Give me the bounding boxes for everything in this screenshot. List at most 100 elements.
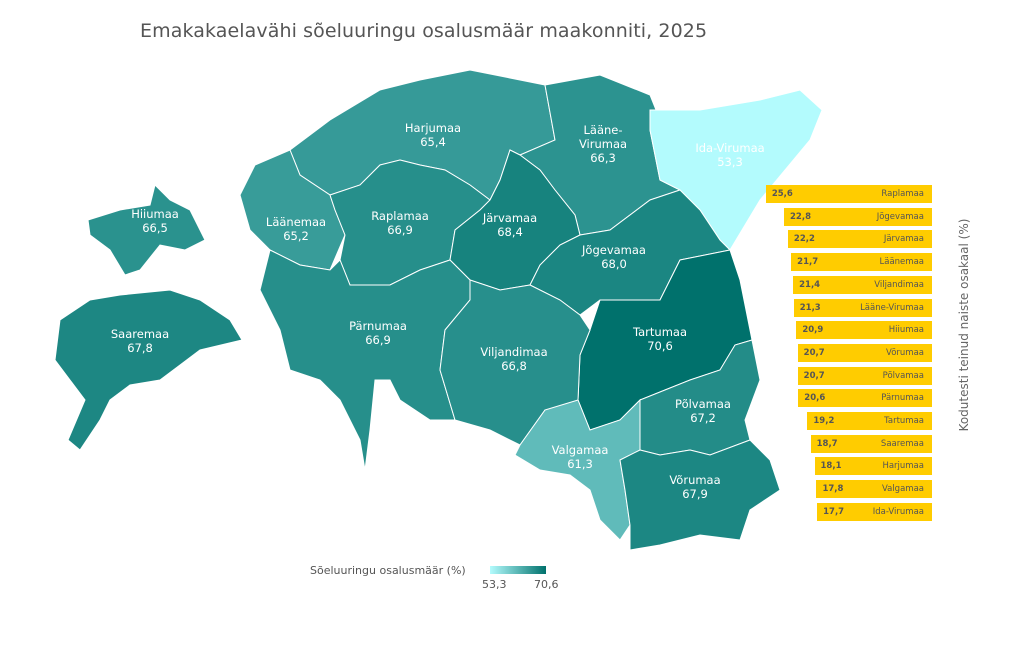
county-name: Põlvamaa xyxy=(675,397,731,411)
county-label: Võrumaa 67,9 xyxy=(669,473,720,501)
county-label: Hiiumaa 66,5 xyxy=(131,207,179,235)
bar: 20,7 Põlvamaa xyxy=(797,366,932,385)
county-value: 65,4 xyxy=(420,135,446,149)
county-name: Harjumaa xyxy=(405,121,461,135)
county-label: Viljandimaa 66,8 xyxy=(480,345,547,373)
county-label: Lääne-Virumaa 66,3 xyxy=(579,123,627,165)
bar-category-label: Järvamaa xyxy=(883,234,924,245)
bar-category-label: Võrumaa xyxy=(886,347,924,358)
bar-category-label: Valgamaa xyxy=(881,484,924,495)
county-label: Raplamaa 66,9 xyxy=(371,209,429,237)
bar: 19,2 Tartumaa xyxy=(807,412,932,430)
county-value: 61,3 xyxy=(567,457,593,471)
county-name: Hiiumaa xyxy=(131,207,179,221)
bar: 18,1 Harjumaa xyxy=(814,457,932,476)
bar: 22,8 Jõgevamaa xyxy=(784,207,932,226)
bar-category-label: Lääne-Virumaa xyxy=(860,302,924,313)
bar-value-label: 20,6 xyxy=(804,393,826,404)
bar-value-label: 22,8 xyxy=(790,211,811,222)
bar-category-label: Hiiumaa xyxy=(888,325,924,336)
county-p-rnumaa[interactable] xyxy=(259,249,471,471)
legend-min: 53,3 xyxy=(482,578,507,591)
bar: 21,4 Viljandimaa xyxy=(793,275,932,294)
county-v-rumaa[interactable] xyxy=(619,439,781,551)
legend-max: 70,6 xyxy=(534,578,559,591)
county-value: 67,8 xyxy=(127,341,153,355)
county-name: Ida-Virumaa xyxy=(695,141,764,155)
county-value: 66,9 xyxy=(365,333,391,347)
county-label: Põlvamaa 67,2 xyxy=(675,397,731,425)
county-value: 66,5 xyxy=(142,221,168,235)
bar-category-label: Raplamaa xyxy=(881,189,924,199)
county-label: Ida-Virumaa 53,3 xyxy=(695,141,764,169)
county-value: 70,6 xyxy=(647,339,673,353)
county-ida-virumaa[interactable] xyxy=(649,89,823,251)
county-name: Raplamaa xyxy=(371,209,429,223)
bar: 25,6 Raplamaa xyxy=(765,185,932,203)
county-hiiumaa[interactable] xyxy=(87,184,206,276)
county-label: Järvamaa 68,4 xyxy=(482,211,537,239)
bar: 21,3 Lääne-Virumaa xyxy=(793,298,932,317)
bar-category-label: Saaremaa xyxy=(880,438,924,449)
bar: 17,7 Ida-Virumaa xyxy=(817,502,932,521)
county-value: 65,2 xyxy=(283,229,309,243)
bar-axis-title: Kodutesti teinud naiste osakaal (%) xyxy=(957,218,971,432)
county-name: Lääne- xyxy=(583,123,622,137)
bar-category-label: Ida-Virumaa xyxy=(872,506,924,517)
bar-value-label: 17,8 xyxy=(822,484,844,495)
bar-category-label: Tartumaa xyxy=(884,416,924,426)
bar-category-label: Harjumaa xyxy=(882,461,924,472)
bar-category-label: Pärnumaa xyxy=(881,393,924,404)
bar: 20,7 Võrumaa xyxy=(797,343,932,362)
county-value: 66,8 xyxy=(501,359,527,373)
legend-gradient xyxy=(490,566,546,574)
county-label: Tartumaa 70,6 xyxy=(632,325,687,353)
county-value: 67,2 xyxy=(690,411,716,425)
bar: 22,2 Järvamaa xyxy=(787,230,932,249)
county-name: Valgamaa xyxy=(552,443,609,457)
county-name: Jõgevamaa xyxy=(581,243,646,257)
bar-category-label: Jõgevamaa xyxy=(876,211,924,222)
bar-value-label: 20,9 xyxy=(802,325,824,336)
bar-value-label: 21,4 xyxy=(799,279,821,290)
bar-value-label: 25,6 xyxy=(771,189,793,199)
county-label: Harjumaa 65,4 xyxy=(405,121,461,149)
bar-value-label: 20,7 xyxy=(803,370,825,381)
county-value: 66,9 xyxy=(387,223,413,237)
county-name: Järvamaa xyxy=(482,211,537,225)
bar-category-label: Läänemaa xyxy=(879,257,924,268)
bar: 20,6 Pärnumaa xyxy=(798,389,932,408)
county-label: Pärnumaa 66,9 xyxy=(349,319,407,347)
county-value: 68,4 xyxy=(497,225,523,239)
chart-title: Emakakaelavähi sõeluuringu osalusmäär ma… xyxy=(140,20,708,42)
county-name: Läänemaa xyxy=(266,215,326,229)
bar: 20,9 Hiiumaa xyxy=(796,321,932,340)
county-label: Valgamaa 61,3 xyxy=(552,443,609,471)
county-value: 67,9 xyxy=(682,487,708,501)
county-label: Saaremaa 67,8 xyxy=(111,327,169,355)
bar-value-label: 18,1 xyxy=(820,461,842,472)
bar-value-label: 21,7 xyxy=(797,257,819,268)
bar: 18,7 Saaremaa xyxy=(810,434,932,453)
county-l-nemaa[interactable] xyxy=(239,149,346,271)
county-value: 53,3 xyxy=(717,155,743,169)
county-saaremaa[interactable] xyxy=(54,289,243,451)
county-value: 66,3 xyxy=(590,151,616,165)
bar-value-label: 17,7 xyxy=(823,506,845,517)
bar: 21,7 Läänemaa xyxy=(791,253,932,272)
county-label: Läänemaa 65,2 xyxy=(266,215,326,243)
bar-value-label: 19,2 xyxy=(813,416,835,426)
county-name: Saaremaa xyxy=(111,327,169,341)
bar-value-label: 22,2 xyxy=(793,234,815,245)
bar-category-label: Viljandimaa xyxy=(874,279,924,290)
bar-value-label: 21,3 xyxy=(799,302,821,313)
county-name: Viljandimaa xyxy=(480,345,547,359)
legend-title: Sõeluuringu osalusmäär (%) xyxy=(310,564,466,577)
county-name: Tartumaa xyxy=(632,325,687,339)
bar: 17,8 Valgamaa xyxy=(816,480,932,499)
county-name: Virumaa xyxy=(579,137,627,151)
bar-value-label: 18,7 xyxy=(816,438,838,449)
county-label: Jõgevamaa 68,0 xyxy=(581,243,646,271)
county-name: Võrumaa xyxy=(669,473,720,487)
